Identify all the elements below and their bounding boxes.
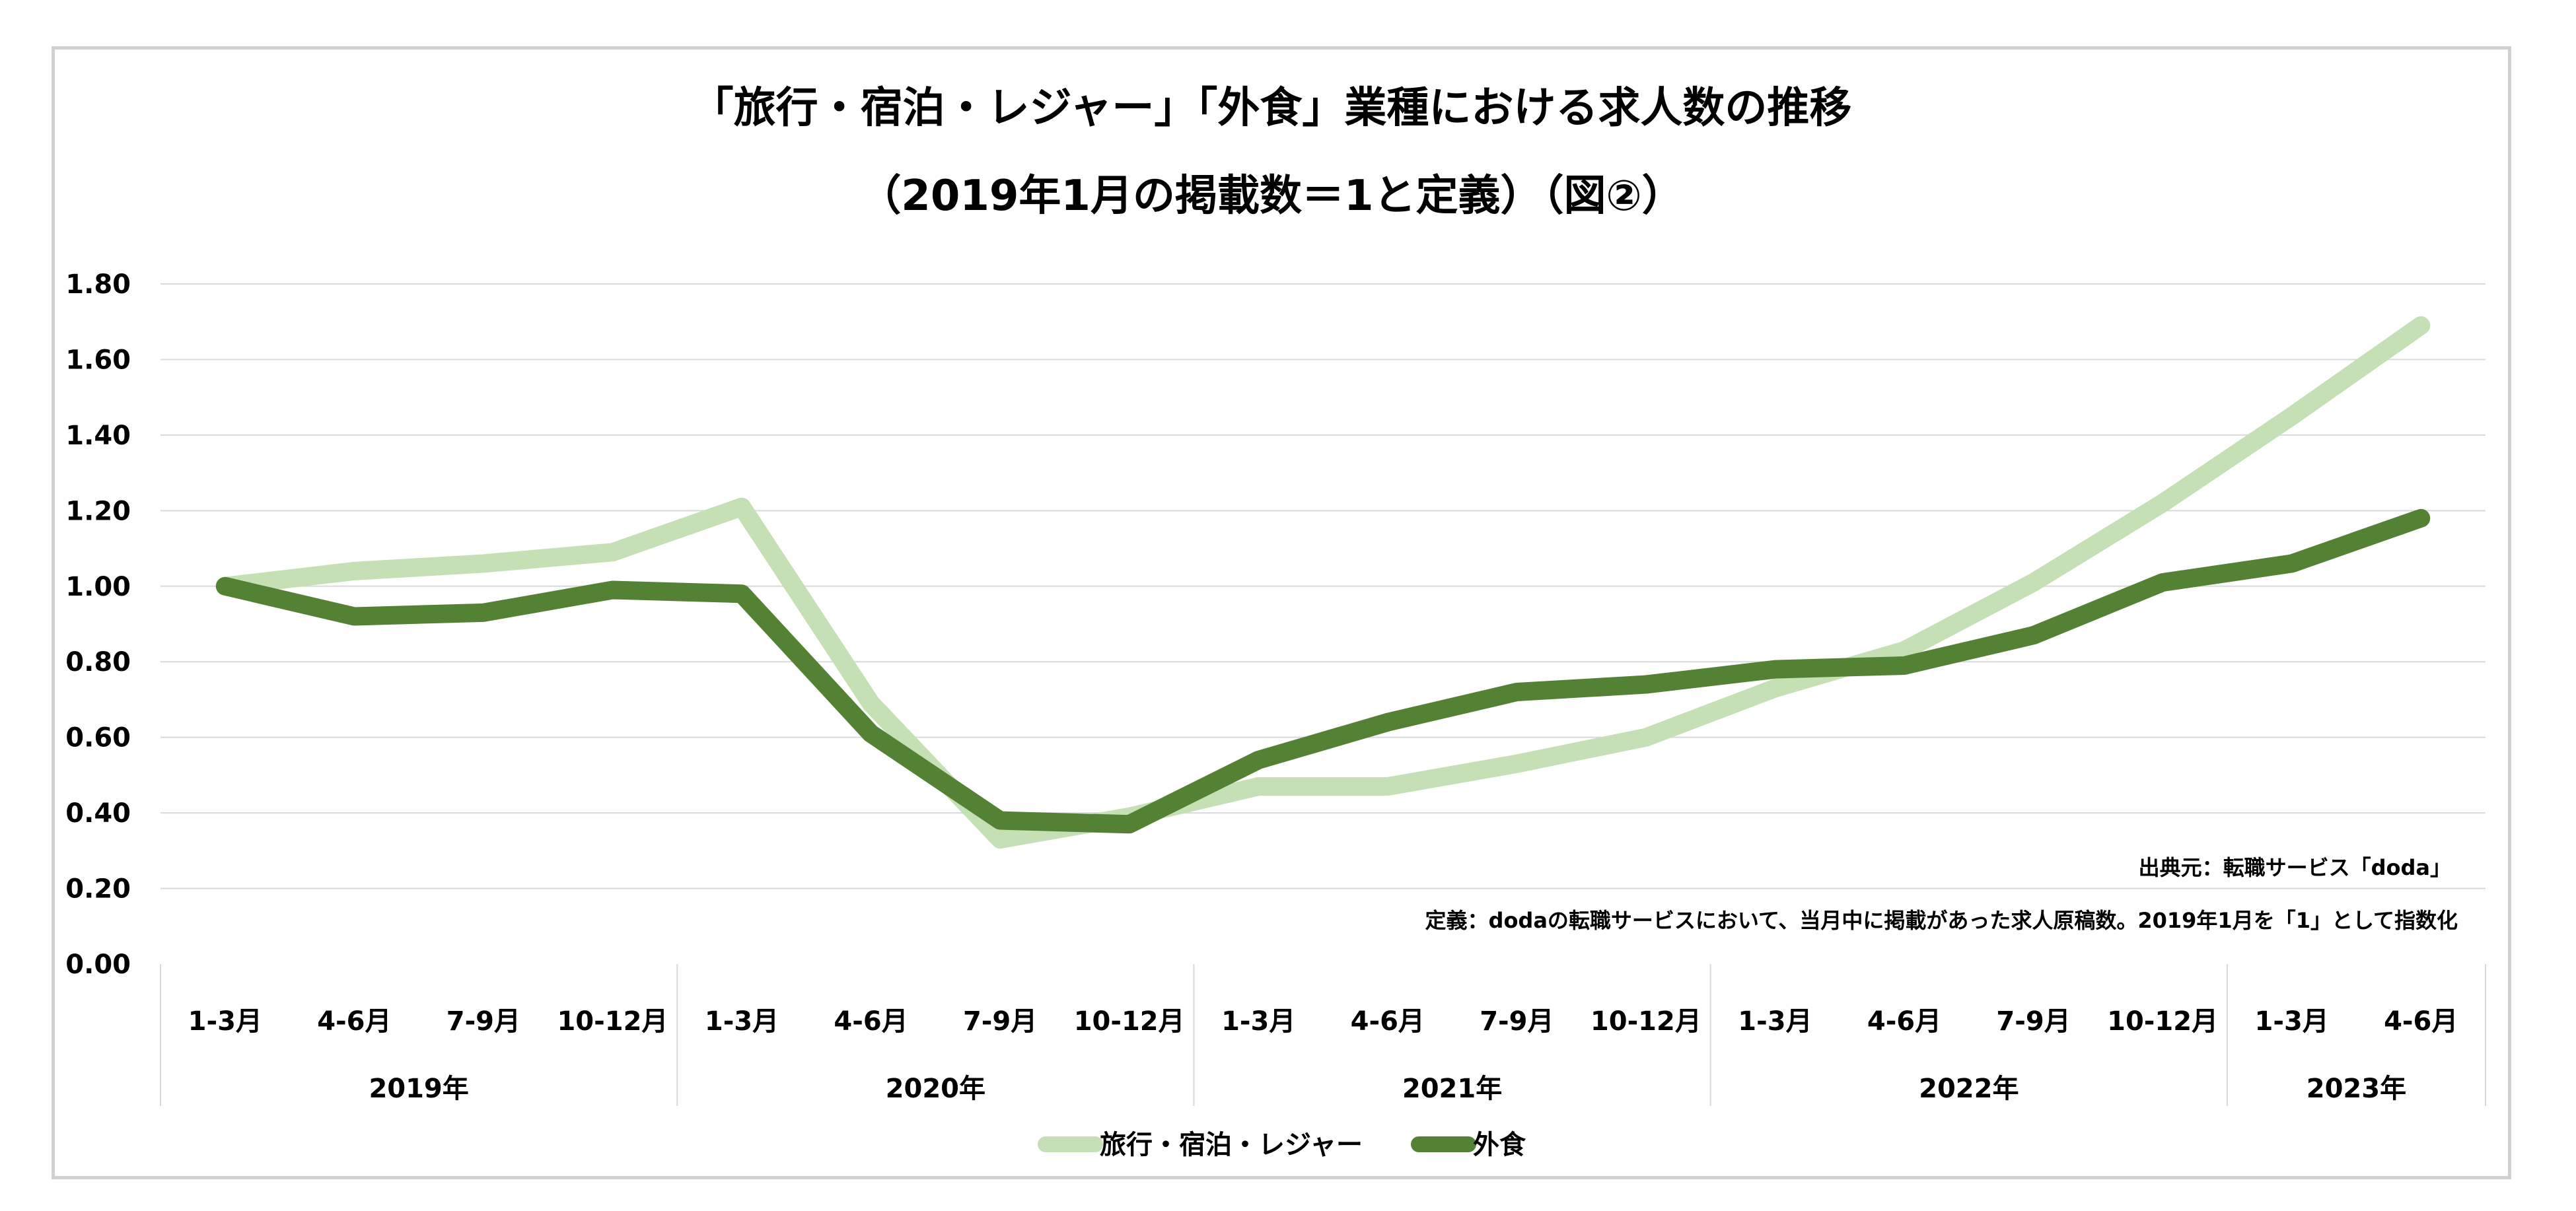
chart-title: 「旅行・宿泊・レジャー」「外食」業種における求人数の推移 [692,84,1852,133]
x-tick-label: 4-6月 [1351,1006,1425,1037]
plot-area [215,316,2431,849]
x-tick-label: 4-6月 [834,1006,908,1037]
y-tick-label: 1.40 [65,421,131,451]
y-tick-label: 0.20 [65,874,131,905]
x-group-label: 2019年 [369,1074,468,1104]
line-chart: 「旅行・宿泊・レジャー」「外食」業種における求人数の推移 （2019年1月の掲載… [65,84,2486,1160]
x-group-label: 2023年 [2307,1074,2406,1104]
x-tick-label: 1-3月 [188,1006,262,1037]
legend: 旅行・宿泊・レジャー 外食 [1038,1130,1526,1160]
chart-subtitle: （2019年1月の掲載数＝1と定義）（図②） [859,172,1684,221]
y-axis: 0.00 0.20 0.40 0.60 0.80 1.00 1.20 1.40 1.60 1.80 [65,269,131,980]
series-line-restaurant [215,508,2431,834]
y-tick-label: 0.80 [65,647,131,677]
x-tick-label: 4-6月 [1867,1006,1941,1037]
y-tick-label: 0.60 [65,723,131,753]
x-tick-label: 10-12月 [1591,1006,1701,1037]
x-tick-label: 4-6月 [317,1006,391,1037]
x-group-label: 2022年 [1919,1074,2019,1104]
x-tick-label: 10-12月 [1074,1006,1185,1037]
definition-note: 定義：dodaの転職サービスにおいて、当月中に掲載があった求人原稿数。2019年… [1425,908,2458,933]
legend-label: 旅行・宿泊・レジャー [1100,1130,1363,1160]
x-tick-label: 1-3月 [2255,1006,2329,1037]
grid-lines [161,283,2486,889]
y-tick-label: 0.40 [65,798,131,829]
source-note: 出典元：転職サービス「doda」 [2139,855,2451,880]
series-line-leisure [215,316,2431,849]
x-tick-label: 7-9月 [1480,1006,1554,1037]
y-tick-label: 1.60 [65,345,131,375]
y-tick-label: 0.00 [65,950,131,980]
x-tick-label: 7-9月 [963,1006,1037,1037]
y-tick-label: 1.00 [65,572,131,602]
x-tick-label: 10-12月 [2107,1006,2218,1037]
x-tick-label: 7-9月 [447,1006,520,1037]
x-tick-label: 4-6月 [2384,1006,2458,1037]
x-tick-label: 7-9月 [1996,1006,2070,1037]
y-tick-label: 1.20 [65,496,131,526]
legend-label: 外食 [1473,1130,1526,1160]
x-tick-label: 10-12月 [557,1006,668,1037]
x-group-label: 2020年 [886,1074,985,1104]
y-tick-label: 1.80 [65,269,131,300]
chart-frame: 「旅行・宿泊・レジャー」「外食」業種における求人数の推移 （2019年1月の掲載… [52,46,2511,1179]
x-group-label: 2021年 [1402,1074,1502,1104]
x-tick-label: 1-3月 [705,1006,779,1037]
x-tick-label: 1-3月 [1221,1006,1295,1037]
x-tick-label: 1-3月 [1738,1006,1812,1037]
x-axis: 1-3月 4-6月 7-9月 10-12月 1-3月 4-6月 7-9月 10-12月 1-3月… [160,964,2486,1106]
